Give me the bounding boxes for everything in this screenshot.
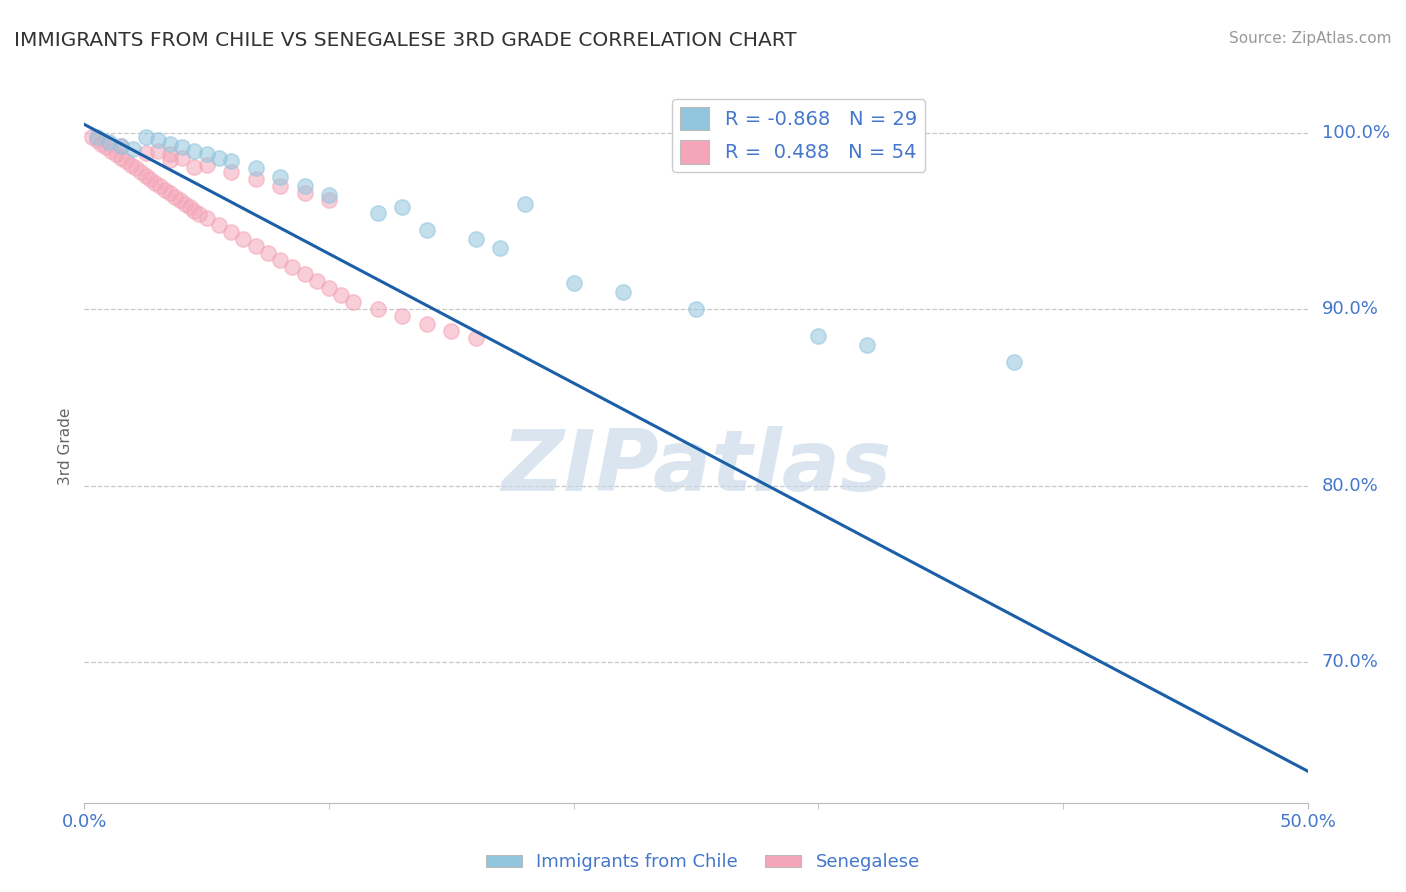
Point xyxy=(163,189,186,203)
Point xyxy=(305,274,328,288)
Point xyxy=(269,170,291,185)
Text: 90.0%: 90.0% xyxy=(1322,301,1378,318)
Point xyxy=(143,176,166,190)
Legend: Immigrants from Chile, Senegalese: Immigrants from Chile, Senegalese xyxy=(478,847,928,879)
Point xyxy=(159,186,181,201)
Point xyxy=(464,331,486,345)
Point xyxy=(159,153,181,167)
Point xyxy=(807,329,830,343)
Point xyxy=(172,151,194,165)
Point xyxy=(183,144,205,158)
Point xyxy=(1002,355,1025,369)
Point xyxy=(188,207,211,221)
Text: 100.0%: 100.0% xyxy=(1322,124,1389,142)
Point xyxy=(183,160,205,174)
Point xyxy=(146,144,169,158)
Point xyxy=(489,241,512,255)
Point xyxy=(391,310,413,324)
Point xyxy=(269,253,291,268)
Point xyxy=(219,154,242,169)
Point xyxy=(100,144,122,158)
Point xyxy=(245,172,267,186)
Point xyxy=(110,138,132,153)
Point xyxy=(856,337,879,351)
Point xyxy=(110,138,132,153)
Y-axis label: 3rd Grade: 3rd Grade xyxy=(58,408,73,484)
Point xyxy=(146,133,169,147)
Point xyxy=(149,179,172,194)
Point xyxy=(219,165,242,179)
Point xyxy=(245,239,267,253)
Point xyxy=(281,260,304,275)
Text: 70.0%: 70.0% xyxy=(1322,653,1378,671)
Point xyxy=(367,302,389,317)
Point xyxy=(269,179,291,194)
Point xyxy=(294,186,316,201)
Point xyxy=(135,129,157,144)
Point xyxy=(139,172,162,186)
Point xyxy=(232,232,254,246)
Point xyxy=(294,267,316,281)
Point xyxy=(115,154,138,169)
Point xyxy=(159,147,181,161)
Text: IMMIGRANTS FROM CHILE VS SENEGALESE 3RD GRADE CORRELATION CHART: IMMIGRANTS FROM CHILE VS SENEGALESE 3RD … xyxy=(14,31,797,50)
Point xyxy=(208,218,231,232)
Point xyxy=(159,136,181,151)
Point xyxy=(562,276,585,290)
Point xyxy=(195,147,218,161)
Point xyxy=(318,281,340,295)
Point xyxy=(153,183,176,197)
Point xyxy=(416,317,439,331)
Point xyxy=(179,200,201,214)
Point xyxy=(195,211,218,225)
Point xyxy=(90,136,112,151)
Point xyxy=(294,179,316,194)
Point xyxy=(105,147,128,161)
Point xyxy=(208,151,231,165)
Point xyxy=(440,324,463,338)
Point xyxy=(125,161,148,176)
Point xyxy=(86,133,108,147)
Point xyxy=(612,285,634,299)
Point xyxy=(513,196,536,211)
Text: Source: ZipAtlas.com: Source: ZipAtlas.com xyxy=(1229,31,1392,46)
Point xyxy=(257,246,280,260)
Point xyxy=(367,205,389,219)
Point xyxy=(135,169,157,183)
Point xyxy=(318,188,340,202)
Point xyxy=(173,196,195,211)
Text: ZIPatlas: ZIPatlas xyxy=(501,425,891,509)
Point xyxy=(97,135,120,149)
Point xyxy=(80,129,103,144)
Point xyxy=(129,165,152,179)
Point xyxy=(86,129,108,144)
Point xyxy=(183,203,205,218)
Point xyxy=(219,225,242,239)
Point xyxy=(96,140,118,154)
Point xyxy=(195,158,218,172)
Point xyxy=(318,193,340,207)
Point xyxy=(135,145,157,160)
Point xyxy=(122,142,145,156)
Point xyxy=(169,193,191,207)
Point xyxy=(416,223,439,237)
Point xyxy=(330,288,353,302)
Point xyxy=(391,200,413,214)
Point xyxy=(172,140,194,154)
Point xyxy=(685,302,707,317)
Point xyxy=(342,295,364,310)
Point xyxy=(245,161,267,176)
Point xyxy=(110,151,132,165)
Text: 80.0%: 80.0% xyxy=(1322,476,1378,495)
Legend: R = -0.868   N = 29, R =  0.488   N = 54: R = -0.868 N = 29, R = 0.488 N = 54 xyxy=(672,99,925,171)
Point xyxy=(464,232,486,246)
Point xyxy=(120,158,142,172)
